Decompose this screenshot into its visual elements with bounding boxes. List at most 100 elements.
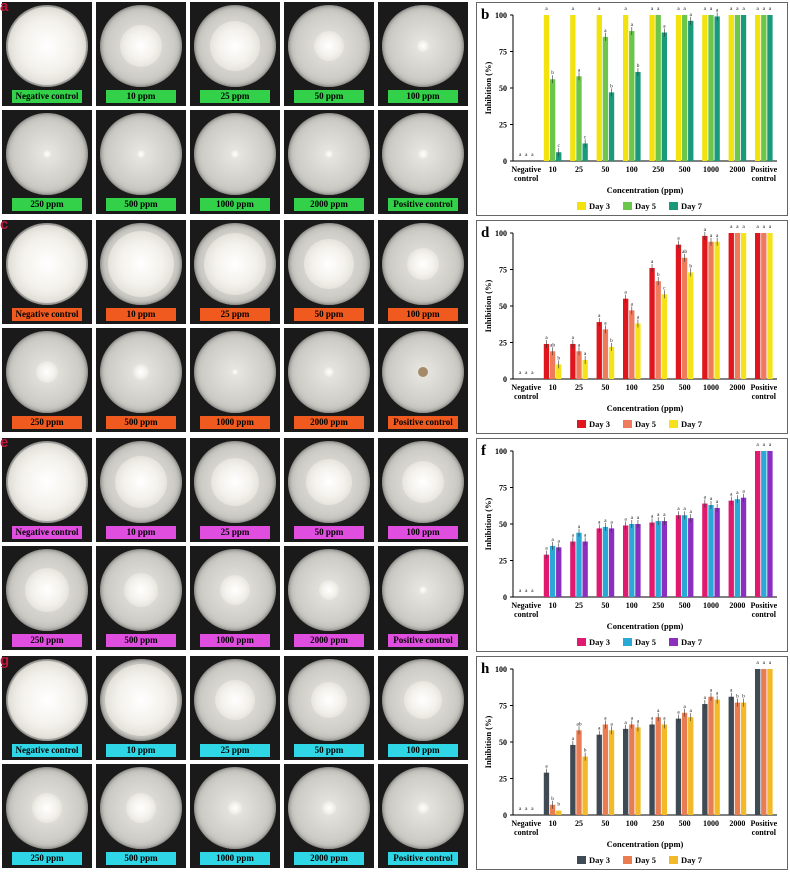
- significance-letter: a: [756, 442, 759, 448]
- x-tick-label-line: control: [752, 610, 777, 619]
- significance-letter: a: [769, 6, 772, 12]
- bar: [681, 257, 688, 379]
- significance-letter: a: [578, 342, 581, 348]
- fungal-colony: [8, 7, 86, 85]
- bar: [681, 15, 688, 161]
- fungal-colony: [137, 150, 145, 158]
- bar: [570, 541, 576, 597]
- fungal-colony: [211, 458, 259, 506]
- fungal-colony: [417, 802, 429, 814]
- petri-plate: Negative control: [2, 438, 92, 542]
- y-tick-label: 75: [499, 266, 507, 275]
- significance-letter: a: [651, 259, 654, 265]
- bar: [734, 233, 741, 379]
- petri-plate: Negative control: [2, 220, 92, 324]
- petri-dish: [382, 5, 464, 87]
- petri-dish: [288, 549, 370, 631]
- significance-letter: a: [716, 7, 719, 13]
- panel-letter-f: f: [481, 443, 487, 459]
- x-axis-label: Concentration (ppm): [607, 185, 684, 195]
- significance-letter: a: [624, 6, 627, 12]
- fungal-colony: [324, 367, 334, 377]
- plate-label: 1000 ppm: [200, 198, 270, 211]
- legend-entry: Day 7: [681, 855, 703, 865]
- significance-letter: a: [525, 152, 528, 158]
- significance-letter: b: [551, 70, 554, 76]
- x-tick-label-line: control: [514, 392, 539, 401]
- plate-label: 500 ppm: [106, 416, 176, 429]
- petri-plate: Positive control: [378, 764, 468, 868]
- bar: [688, 518, 694, 597]
- bar: [570, 744, 576, 815]
- bar: [556, 547, 562, 597]
- petri-plate: 100 ppm: [378, 438, 468, 542]
- significance-letter: b: [610, 83, 613, 89]
- significance-letter: a: [742, 6, 745, 12]
- significance-letter: a: [631, 22, 634, 28]
- fungal-colony: [314, 31, 344, 61]
- bar: [714, 16, 720, 162]
- bar: [708, 696, 714, 815]
- x-tick-label: 25: [575, 383, 583, 392]
- petri-plate: 25 ppm: [190, 438, 280, 542]
- y-axis-label: Inhibition (%): [483, 715, 493, 768]
- bar: [688, 717, 694, 815]
- significance-letter: a: [663, 512, 666, 518]
- fungal-colony: [133, 364, 149, 380]
- significance-letter: a: [631, 515, 634, 521]
- plate-label: 1000 ppm: [200, 416, 270, 429]
- x-tick-label: Negative control: [511, 819, 541, 837]
- plate-label: 100 ppm: [388, 90, 458, 103]
- petri-dish: [6, 767, 88, 849]
- bar: [754, 669, 761, 815]
- legend-entry: Day 7: [681, 419, 703, 429]
- petri-dish: [194, 441, 276, 523]
- significance-letter: a: [525, 370, 528, 376]
- x-tick-label-line: Positive: [750, 383, 777, 392]
- x-tick-label-line: Positive: [750, 819, 777, 828]
- bar: [761, 451, 767, 597]
- bar: [635, 71, 641, 161]
- significance-letter: b: [557, 355, 560, 361]
- petri-plate: 250 ppm: [2, 546, 92, 650]
- fungal-colony: [36, 361, 58, 383]
- bar: [556, 152, 562, 161]
- significance-letter: b: [557, 802, 560, 808]
- significance-letter: a: [677, 710, 680, 716]
- fungal-colony: [306, 459, 352, 505]
- bar: [582, 143, 588, 161]
- bar: [649, 724, 655, 815]
- bar: [543, 343, 550, 379]
- legend-swatch: [623, 420, 632, 428]
- bar: [714, 699, 720, 815]
- significance-letter: a: [598, 6, 601, 12]
- petri-dish: [382, 767, 464, 849]
- bar: [688, 272, 694, 379]
- fungal-colony: [220, 575, 250, 605]
- plate-label: 50 ppm: [294, 526, 364, 539]
- significance-letter: a: [730, 224, 733, 230]
- plate-label: 100 ppm: [388, 308, 458, 321]
- significance-letter: c: [584, 134, 587, 140]
- significance-letter: a: [531, 588, 534, 594]
- significance-letter: a: [657, 708, 660, 714]
- significance-letter: a: [519, 370, 522, 376]
- legend-entry: Day 3: [589, 201, 610, 211]
- legend-swatch: [623, 638, 632, 646]
- bar: [543, 772, 550, 815]
- y-axis-label: Inhibition (%): [483, 61, 493, 114]
- significance-letter: a: [690, 12, 693, 18]
- significance-letter: a: [545, 335, 548, 341]
- y-tick-label: 0: [503, 811, 507, 820]
- bar: [734, 702, 741, 815]
- fungal-colony: [417, 40, 429, 52]
- plate-label: Positive control: [388, 198, 458, 211]
- significance-letter: b: [610, 338, 613, 344]
- fungal-colony: [402, 461, 444, 503]
- y-tick-label: 25: [499, 775, 507, 784]
- bar: [543, 554, 550, 597]
- plate-label: Positive control: [388, 416, 458, 429]
- x-tick-label: 50: [601, 383, 609, 392]
